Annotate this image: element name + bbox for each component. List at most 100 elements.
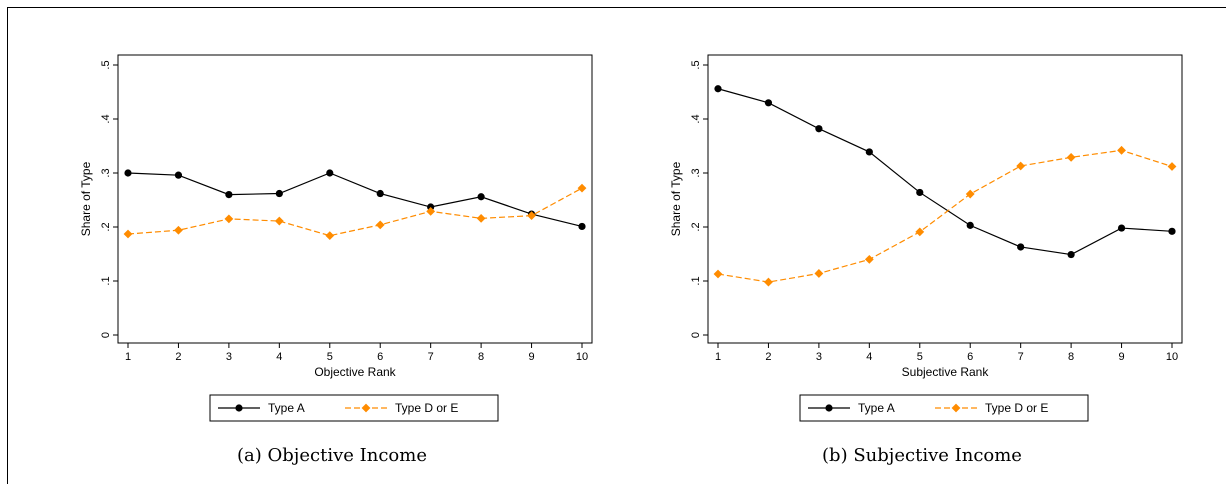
x-axis-label: Subjective Rank	[902, 365, 990, 379]
y-tick-label: .4	[690, 114, 702, 123]
data-point	[814, 269, 824, 278]
data-point	[375, 220, 385, 230]
plot-area	[117, 54, 593, 344]
data-point	[326, 169, 334, 177]
x-tick-label: 3	[226, 351, 232, 363]
data-point	[527, 211, 536, 221]
x-tick-label: 2	[765, 351, 771, 363]
y-tick-label: .2	[100, 222, 112, 231]
data-point	[966, 221, 974, 229]
y-tick-label: .1	[100, 276, 112, 285]
y-tick-label: 0	[690, 332, 702, 338]
x-tick-label: 9	[1118, 351, 1124, 363]
legend-marker	[825, 404, 833, 412]
x-tick-label: 7	[1018, 351, 1024, 363]
plot-area	[707, 54, 1183, 344]
y-tick-label: .5	[690, 60, 702, 69]
data-point	[275, 189, 283, 198]
series-1	[714, 85, 1176, 259]
x-tick-label: 10	[576, 351, 588, 363]
series-line	[717, 149, 1173, 283]
legend-label: Type A	[268, 401, 305, 415]
data-point	[123, 229, 133, 239]
legend-label: Type A	[858, 401, 895, 415]
legend-marker	[235, 404, 243, 412]
caption-b: (b) Subjective Income	[822, 445, 1022, 466]
caption-a: (a) Objective Income	[237, 445, 427, 466]
x-tick-label: 8	[1068, 351, 1074, 363]
x-tick-label: 8	[478, 351, 484, 363]
data-point	[325, 231, 335, 241]
data-point	[965, 189, 975, 199]
legend: Type A Type D or E	[209, 394, 499, 422]
data-point	[1117, 145, 1126, 155]
legend-label: Type D or E	[985, 401, 1048, 415]
data-point	[1117, 224, 1126, 232]
data-point	[124, 169, 132, 177]
data-point	[274, 216, 284, 226]
data-point	[1017, 243, 1025, 251]
legend-marker	[361, 403, 371, 413]
data-point	[915, 227, 925, 237]
y-tick-label: .3	[690, 168, 702, 177]
x-tick-label: 10	[1166, 351, 1178, 363]
data-point	[1168, 227, 1176, 235]
data-point	[476, 213, 486, 223]
y-tick-label: .5	[100, 60, 112, 69]
x-tick-label: 4	[276, 351, 282, 363]
x-tick-label: 3	[816, 351, 822, 363]
x-tick-label: 5	[917, 351, 923, 363]
data-point	[174, 171, 183, 179]
series-line	[127, 172, 583, 228]
data-point	[815, 125, 823, 133]
series-line	[127, 187, 583, 237]
data-point	[865, 148, 873, 156]
data-point	[578, 222, 586, 231]
y-tick-label: .1	[690, 276, 702, 285]
x-tick-label: 6	[377, 351, 383, 363]
data-point	[376, 189, 384, 198]
x-tick-label: 1	[125, 351, 131, 363]
series-1	[124, 169, 586, 231]
x-tick-label: 2	[175, 351, 181, 363]
y-tick-label: .4	[100, 114, 112, 123]
data-point	[174, 225, 183, 235]
data-point	[1066, 152, 1076, 162]
y-tick-label: .3	[100, 168, 112, 177]
data-point	[864, 255, 874, 264]
legend: Type A Type D or E	[799, 394, 1089, 422]
data-point	[714, 85, 722, 93]
y-axis-label: Share of Type	[79, 161, 93, 236]
y-axis-label: Share of Type	[669, 161, 683, 236]
legend-label: Type D or E	[395, 401, 458, 415]
x-tick-label: 6	[967, 351, 973, 363]
series-line	[717, 88, 1173, 256]
data-point	[577, 183, 587, 193]
chart-panel-2: 0 .1 .2 .3 .4 .5 1 2 3 4 5 6 7 8 9 10 Subjective Rank Sha…	[669, 54, 1183, 422]
series-2	[123, 183, 587, 241]
data-point	[713, 269, 723, 279]
legend-marker	[951, 403, 961, 413]
data-point	[1167, 162, 1177, 171]
y-tick-label: .2	[690, 222, 702, 231]
data-point	[764, 277, 773, 287]
x-tick-label: 5	[327, 351, 333, 363]
data-point	[764, 99, 773, 107]
data-point	[916, 188, 924, 197]
data-point	[477, 193, 485, 201]
y-tick-label: 0	[100, 332, 112, 338]
x-tick-label: 7	[428, 351, 434, 363]
data-point	[225, 191, 233, 199]
data-point	[1016, 161, 1026, 171]
x-axis-label: Objective Rank	[314, 365, 396, 379]
series-2	[713, 145, 1177, 287]
figure-frame	[7, 7, 1226, 484]
x-tick-label: 9	[528, 351, 534, 363]
x-tick-label: 1	[715, 351, 721, 363]
data-point	[1067, 250, 1075, 259]
data-point	[224, 214, 234, 224]
data-point	[426, 206, 436, 216]
chart-panel-1: 0 .1 .2 .3 .4 .5 1 2 3 4 5 6 7 8 9 10 Objective Rank Shar…	[79, 54, 593, 422]
x-tick-label: 4	[866, 351, 872, 363]
